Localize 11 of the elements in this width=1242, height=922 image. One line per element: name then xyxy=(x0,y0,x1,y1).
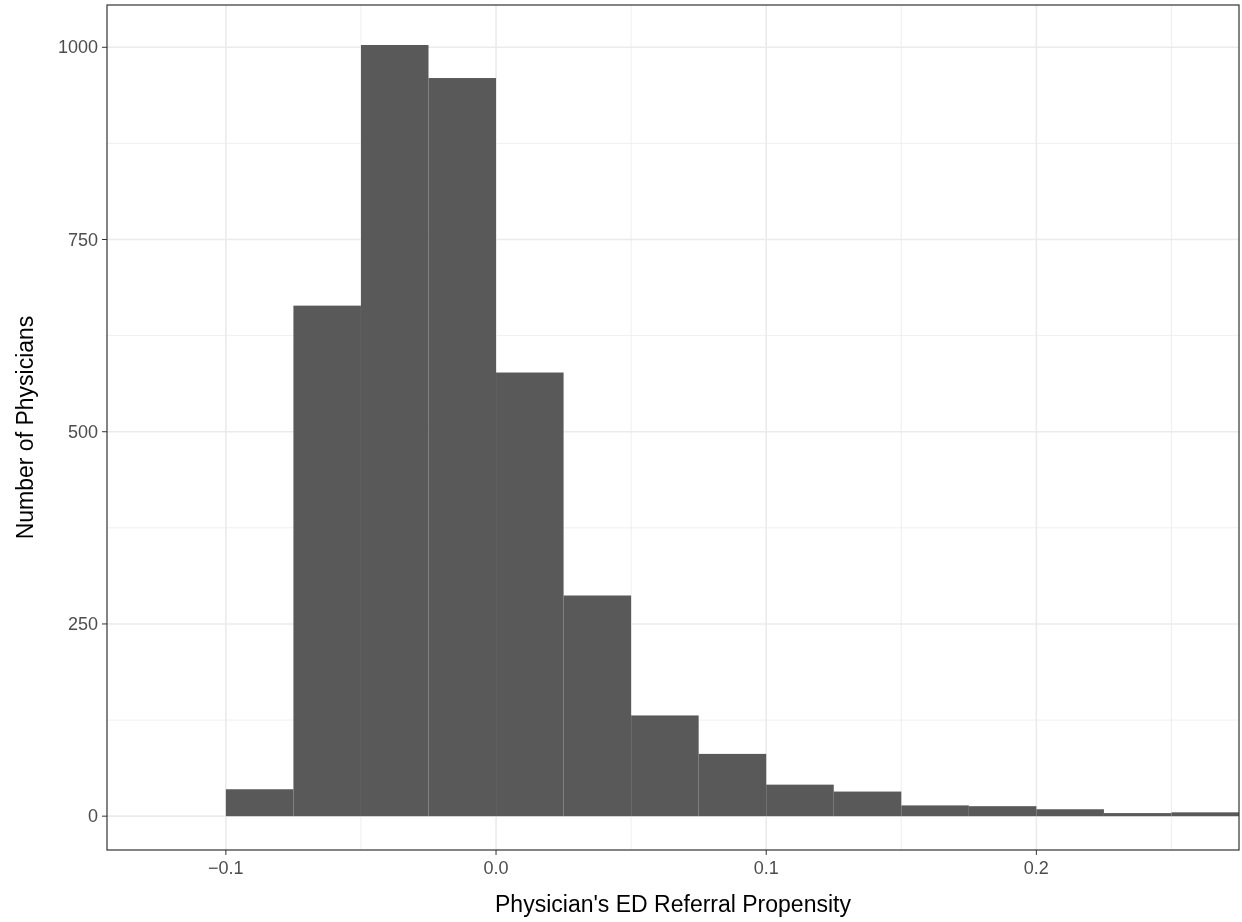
x-axis-title: Physician's ED Referral Propensity xyxy=(495,891,852,917)
x-tick-label: 0.2 xyxy=(1023,858,1049,878)
x-tick-label: −0.1 xyxy=(208,858,244,878)
x-tick-label: 0.1 xyxy=(753,858,779,878)
y-tick-label: 250 xyxy=(67,613,98,634)
y-tick-label: 0 xyxy=(87,806,98,827)
y-tick-label: 1000 xyxy=(57,37,98,58)
y-axis-title: Number of Physicians xyxy=(12,315,38,540)
x-tick-label: 0.0 xyxy=(483,858,509,878)
y-tick-label: 750 xyxy=(67,229,98,250)
y-tick-label: 500 xyxy=(67,421,98,442)
